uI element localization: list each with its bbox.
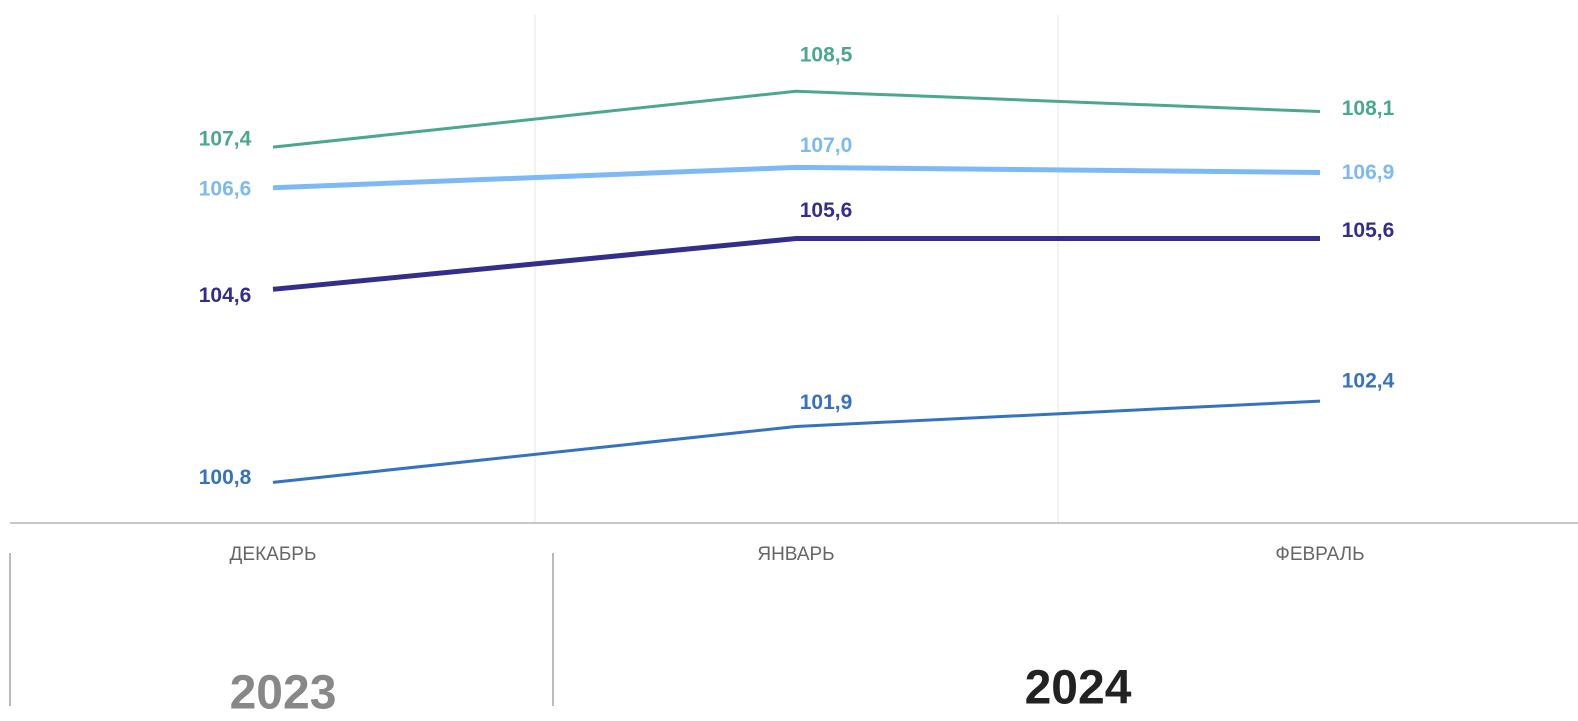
line xyxy=(272,89,1321,149)
line xyxy=(272,399,1321,484)
group-label: 2023 xyxy=(230,667,337,720)
value-label: 107,0 xyxy=(800,134,853,157)
value-label: 106,6 xyxy=(199,177,252,200)
value-label: 104,6 xyxy=(199,284,252,307)
value-label: 108,1 xyxy=(1342,97,1395,120)
group-label: 2024 xyxy=(1025,662,1132,715)
value-label: 102,4 xyxy=(1342,370,1395,393)
line xyxy=(272,164,1321,191)
value-label: 108,5 xyxy=(800,44,853,67)
value-label: 107,4 xyxy=(199,128,252,151)
value-label: 101,9 xyxy=(800,391,853,414)
line xyxy=(272,236,1320,292)
x-tick-label: ДЕКАБРЬ xyxy=(230,544,317,565)
value-label: 105,6 xyxy=(800,199,853,222)
value-label: 106,9 xyxy=(1342,161,1395,184)
value-label: 105,6 xyxy=(1342,219,1395,242)
x-tick-label: ФЕВРАЛЬ xyxy=(1275,544,1364,565)
x-tick-label: ЯНВАРЬ xyxy=(757,544,834,565)
value-label: 100,8 xyxy=(199,466,252,489)
